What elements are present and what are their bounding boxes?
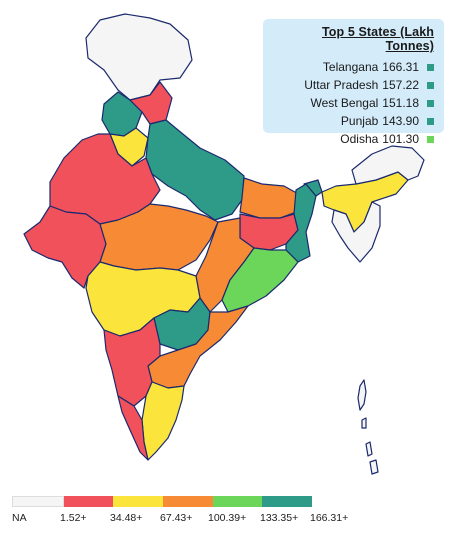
region-himachal[interactable]	[129, 81, 173, 125]
scale-label-na: NA	[12, 512, 27, 524]
legend-value: 151.18	[382, 96, 419, 110]
scale-label-1: 1.52+	[60, 512, 87, 524]
legend-value: 101.30	[382, 132, 419, 146]
region-tamil-nadu[interactable]	[141, 381, 185, 461]
legend-value: 143.90	[382, 114, 419, 128]
scale-bin-na	[12, 496, 64, 507]
legend-row-telangana: Telangana 166.31	[273, 59, 434, 75]
scale-bin-4	[212, 496, 263, 507]
legend-swatch	[427, 81, 434, 89]
legend-state: Odisha	[340, 132, 379, 146]
region-ne-hills[interactable]	[331, 201, 381, 263]
legend-swatch	[427, 63, 434, 71]
region-bihar[interactable]	[239, 177, 303, 219]
scale-bin-3	[163, 496, 213, 507]
legend-state: West Bengal	[310, 96, 379, 110]
region-kerala[interactable]	[117, 395, 149, 461]
scale-label-2: 34.48+	[110, 512, 143, 524]
legend-row-punjab: Punjab 143.90	[273, 113, 434, 129]
scale-label-5: 133.35+	[260, 512, 299, 524]
region-karnataka[interactable]	[103, 317, 161, 407]
region-andhra-pradesh[interactable]	[147, 305, 249, 389]
legend-state: Uttar Pradesh	[304, 78, 379, 92]
legend-swatch	[427, 117, 434, 125]
legend-row-uttar-pradesh: Uttar Pradesh 157.22	[273, 77, 434, 93]
legend-row-odisha: Odisha 101.30	[273, 131, 434, 147]
legend-swatch	[427, 135, 434, 143]
region-sikkim[interactable]	[303, 179, 323, 197]
top-states-legend: Top 5 States (Lakh Tonnes) Telangana 166…	[263, 19, 444, 146]
scale-bin-1	[63, 496, 114, 507]
region-odisha[interactable]	[221, 247, 299, 313]
region-arunachal[interactable]	[351, 145, 425, 185]
legend-value: 157.22	[382, 78, 419, 92]
scale-label-3: 67.43+	[160, 512, 193, 524]
scale-bin-5	[262, 496, 313, 507]
scale-label-4: 100.39+	[208, 512, 247, 524]
scale-bin-2	[113, 496, 164, 507]
legend-swatch	[427, 99, 434, 107]
color-scale	[12, 496, 313, 507]
legend-state: Punjab	[340, 114, 379, 128]
legend-value: 166.31	[382, 60, 419, 74]
scale-label-6: 166.31+	[310, 512, 349, 524]
region-ladakh[interactable]	[85, 13, 193, 101]
region-andaman-nicobar[interactable]	[357, 379, 379, 475]
legend-state: Telangana	[322, 60, 379, 74]
legend-title: Top 5 States (Lakh Tonnes)	[321, 25, 434, 53]
legend-row-west-bengal: West Bengal 151.18	[273, 95, 434, 111]
